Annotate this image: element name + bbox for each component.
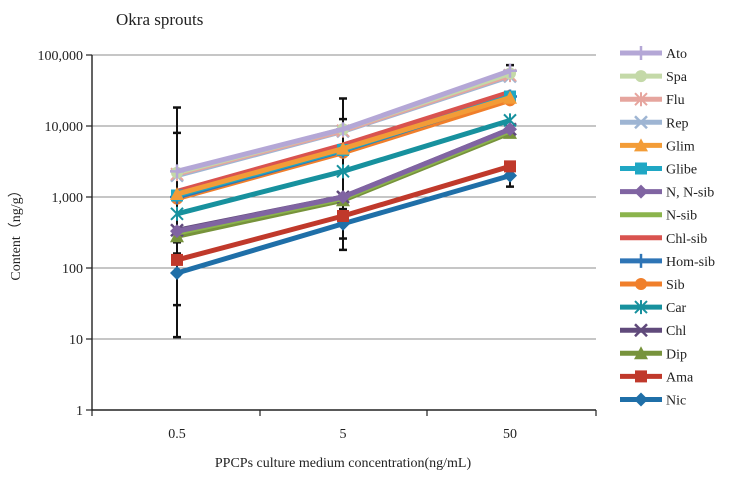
data-point <box>503 122 517 137</box>
legend-marker <box>635 162 647 175</box>
legend-marker <box>634 323 648 338</box>
legend: Ato Spa Flu Rep Glim Glibe N, N-sib N-sib Chl-si… <box>620 46 715 409</box>
legend-marker <box>634 115 648 130</box>
legend-item: N-sib <box>620 209 697 224</box>
data-point <box>503 63 517 78</box>
series-group <box>170 63 517 281</box>
legend-item: Nic <box>620 392 686 409</box>
legend-item: Flu <box>620 92 685 108</box>
y-axis-label: Content（ng/g） <box>8 183 24 280</box>
legend-marker <box>634 300 648 315</box>
y-tick-label: 10 <box>69 333 83 348</box>
data-point <box>336 141 350 155</box>
legend-label: Flu <box>666 93 685 108</box>
legend-marker <box>634 46 648 60</box>
legend-item: Hom-sib <box>620 253 715 270</box>
legend-label: Nic <box>666 394 686 409</box>
data-point <box>171 253 183 266</box>
data-point <box>170 164 184 179</box>
legend-label: Spa <box>666 70 688 85</box>
legend-item: Glibe <box>620 162 697 178</box>
legend-item: Car <box>620 300 687 316</box>
series-ama <box>171 160 516 266</box>
axes: 1 10 100 1,000 10,000 100,000 0.5 5 50 <box>38 49 597 442</box>
legend-label: N-sib <box>666 209 697 224</box>
series-ato <box>170 63 517 179</box>
legend-label: Ato <box>666 47 687 62</box>
series-car <box>170 113 517 221</box>
legend-item: Dip <box>620 346 687 362</box>
y-tick-label: 100 <box>62 262 83 277</box>
legend-marker <box>635 278 647 290</box>
legend-label: Rep <box>666 116 689 131</box>
series-glim <box>170 90 517 201</box>
legend-marker <box>635 370 647 383</box>
legend-marker <box>634 253 648 268</box>
x-tick-label: 5 <box>340 427 347 442</box>
legend-marker <box>634 392 648 407</box>
legend-item: Ato <box>620 46 687 62</box>
y-tick-label: 1 <box>76 404 83 419</box>
y-tick-label: 100,000 <box>38 49 84 64</box>
y-tick-label: 1,000 <box>52 191 84 206</box>
legend-label: Car <box>666 301 687 316</box>
legend-item: Rep <box>620 115 689 131</box>
legend-label: Hom-sib <box>666 255 715 270</box>
legend-label: N, N-sib <box>666 186 714 201</box>
legend-marker <box>634 184 648 199</box>
legend-marker <box>634 346 648 360</box>
legend-label: Chl-sib <box>666 232 707 247</box>
legend-marker <box>635 70 647 83</box>
legend-label: Ama <box>666 370 694 385</box>
legend-item: Chl-sib <box>620 232 707 247</box>
data-point <box>336 122 350 137</box>
legend-label: Chl <box>666 324 686 339</box>
legend-item: Chl <box>620 323 686 339</box>
legend-label: Dip <box>666 347 687 362</box>
legend-item: N, N-sib <box>620 184 714 201</box>
chart-title: Okra sprouts <box>116 10 203 29</box>
legend-marker <box>634 138 648 152</box>
data-point <box>170 266 184 281</box>
data-point <box>170 187 184 201</box>
legend-item: Sib <box>620 278 685 293</box>
x-tick-label: 0.5 <box>168 427 186 442</box>
data-point <box>170 206 184 221</box>
y-tick-label: 10,000 <box>45 120 84 135</box>
data-point <box>336 190 350 204</box>
x-tick-label: 50 <box>503 427 517 442</box>
legend-item: Glim <box>620 138 695 154</box>
data-point <box>336 164 350 179</box>
series-n-n-sib <box>170 122 517 239</box>
legend-marker <box>634 92 648 107</box>
x-axis-label: PPCPs culture medium concentration(ng/mL… <box>215 456 472 471</box>
legend-item: Ama <box>620 370 694 385</box>
legend-item: Spa <box>620 70 688 85</box>
data-point <box>337 210 349 223</box>
data-point <box>504 160 516 173</box>
legend-label: Sib <box>666 278 685 293</box>
data-point <box>503 90 517 104</box>
data-point <box>170 224 184 239</box>
legend-label: Glibe <box>666 163 697 178</box>
legend-label: Glim <box>666 139 695 154</box>
